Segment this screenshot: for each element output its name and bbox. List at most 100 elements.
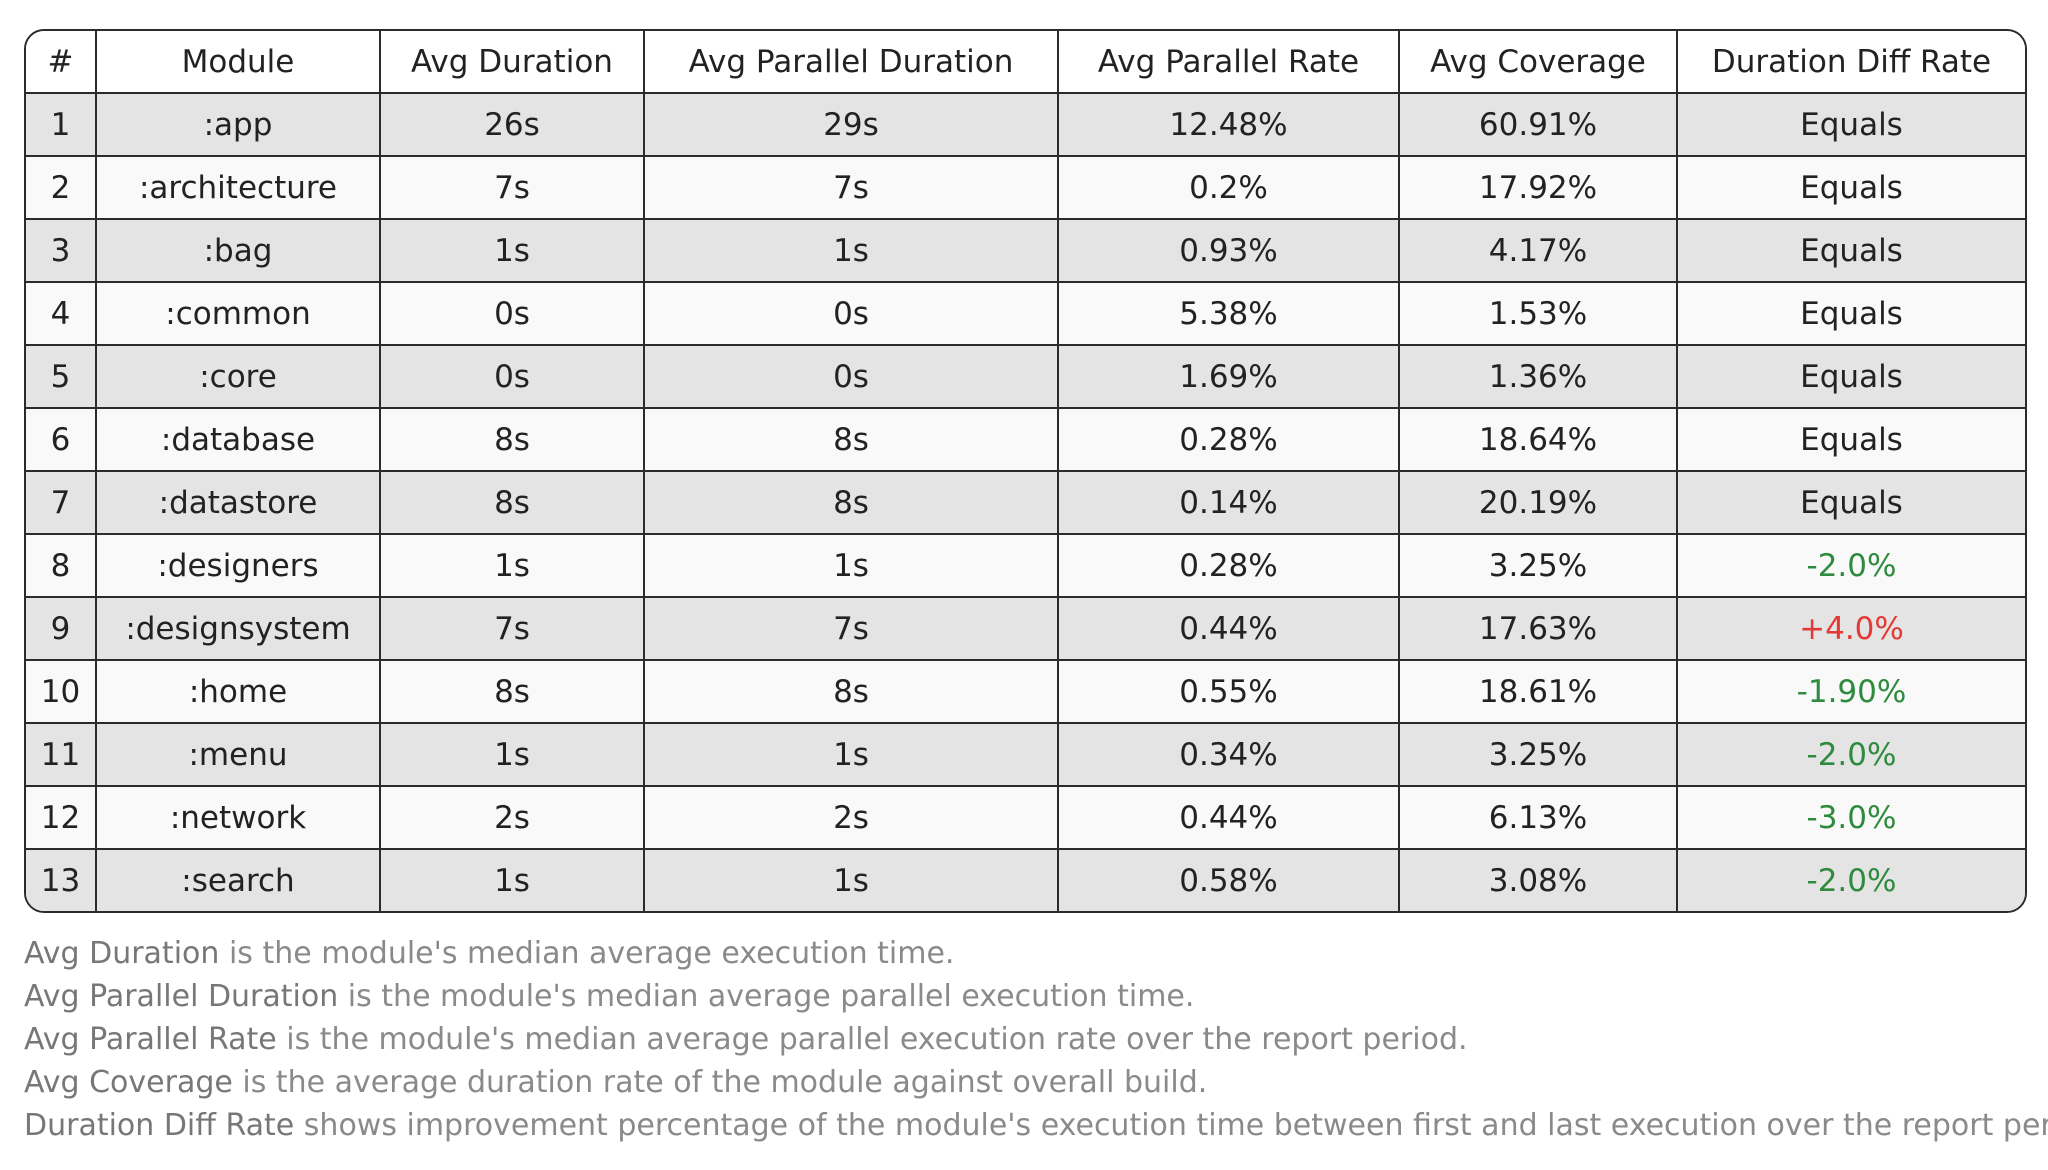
note-term: Avg Parallel Rate <box>24 1022 277 1057</box>
cell-avg-parallel-rate: 0.14% <box>1058 471 1400 535</box>
cell-duration-diff-rate: -2.0% <box>1677 723 2025 787</box>
cell-avg-coverage: 17.92% <box>1399 156 1678 220</box>
note-duration-diff-rate: Duration Diff Rate shows improvement per… <box>24 1104 2048 1147</box>
note-term: Avg Duration <box>24 936 220 971</box>
cell-avg-duration: 8s <box>380 660 645 724</box>
cell-avg-parallel-duration: 1s <box>644 219 1059 283</box>
cell-module: :menu <box>96 723 381 787</box>
table-row: 4:common 0s 0s 5.38% 1.53% Equals <box>26 282 2025 346</box>
note-text: is the average duration rate of the modu… <box>232 1065 1208 1100</box>
cell-avg-duration: 7s <box>380 156 645 220</box>
cell-avg-duration: 26s <box>380 93 645 157</box>
cell-avg-duration: 2s <box>380 786 645 850</box>
header-avg-parallel-rate: Avg Parallel Rate <box>1058 31 1400 94</box>
cell-index: 8 <box>26 534 97 598</box>
cell-avg-coverage: 17.63% <box>1399 597 1678 661</box>
cell-avg-duration: 8s <box>380 471 645 535</box>
table-row: 10:home 8s 8s 0.55% 18.61% -1.90% <box>26 660 2025 724</box>
cell-duration-diff-rate: +4.0% <box>1677 597 2025 661</box>
cell-avg-parallel-duration: 1s <box>644 534 1059 598</box>
cell-avg-parallel-duration: 1s <box>644 849 1059 911</box>
cell-avg-coverage: 18.61% <box>1399 660 1678 724</box>
cell-module: :common <box>96 282 381 346</box>
note-text: is the module's median average execution… <box>219 936 955 971</box>
cell-module: :bag <box>96 219 381 283</box>
cell-module: :designsystem <box>96 597 381 661</box>
cell-index: 6 <box>26 408 97 472</box>
note-avg-parallel-rate: Avg Parallel Rate is the module's median… <box>24 1018 2034 1061</box>
table-row: 9:designsystem 7s 7s 0.44% 17.63% +4.0% <box>26 597 2025 661</box>
cell-avg-parallel-rate: 0.34% <box>1058 723 1400 787</box>
header-duration-diff-rate: Duration Diff Rate <box>1677 31 2025 94</box>
cell-duration-diff-rate: Equals <box>1677 345 2025 409</box>
cell-avg-parallel-duration: 1s <box>644 723 1059 787</box>
cell-index: 7 <box>26 471 97 535</box>
table-row: 2:architecture 7s 7s 0.2% 17.92% Equals <box>26 156 2025 220</box>
table-header-row: # Module Avg Duration Avg Parallel Durat… <box>26 31 2025 94</box>
table-row: 3:bag 1s 1s 0.93% 4.17% Equals <box>26 219 2025 283</box>
cell-duration-diff-rate: -3.0% <box>1677 786 2025 850</box>
module-stats-table: # Module Avg Duration Avg Parallel Durat… <box>26 31 2025 911</box>
cell-module: :network <box>96 786 381 850</box>
cell-avg-parallel-rate: 0.55% <box>1058 660 1400 724</box>
cell-avg-coverage: 6.13% <box>1399 786 1678 850</box>
cell-module: :app <box>96 93 381 157</box>
cell-avg-coverage: 18.64% <box>1399 408 1678 472</box>
cell-avg-duration: 1s <box>380 849 645 911</box>
note-avg-parallel-duration: Avg Parallel Duration is the module's me… <box>24 975 2034 1018</box>
cell-avg-coverage: 1.36% <box>1399 345 1678 409</box>
cell-index: 3 <box>26 219 97 283</box>
cell-avg-coverage: 3.25% <box>1399 534 1678 598</box>
cell-avg-parallel-rate: 0.93% <box>1058 219 1400 283</box>
cell-module: :database <box>96 408 381 472</box>
note-text: is the module's median average parallel … <box>276 1022 1468 1057</box>
cell-avg-parallel-rate: 0.2% <box>1058 156 1400 220</box>
cell-duration-diff-rate: Equals <box>1677 408 2025 472</box>
cell-index: 5 <box>26 345 97 409</box>
table-row: 5:core 0s 0s 1.69% 1.36% Equals <box>26 345 2025 409</box>
cell-avg-parallel-rate: 5.38% <box>1058 282 1400 346</box>
cell-avg-parallel-duration: 7s <box>644 156 1059 220</box>
table-row: 12:network 2s 2s 0.44% 6.13% -3.0% <box>26 786 2025 850</box>
cell-avg-parallel-duration: 29s <box>644 93 1059 157</box>
cell-module: :home <box>96 660 381 724</box>
cell-duration-diff-rate: -2.0% <box>1677 534 2025 598</box>
note-text: shows improvement percentage of the modu… <box>294 1108 2048 1143</box>
cell-duration-diff-rate: Equals <box>1677 471 2025 535</box>
cell-avg-coverage: 1.53% <box>1399 282 1678 346</box>
cell-module: :core <box>96 345 381 409</box>
header-avg-coverage: Avg Coverage <box>1399 31 1678 94</box>
header-module: Module <box>96 31 381 94</box>
cell-avg-parallel-rate: 0.28% <box>1058 534 1400 598</box>
cell-avg-parallel-duration: 8s <box>644 408 1059 472</box>
cell-avg-coverage: 3.08% <box>1399 849 1678 911</box>
note-text: is the module's median average parallel … <box>338 979 1195 1014</box>
cell-index: 2 <box>26 156 97 220</box>
cell-avg-parallel-duration: 0s <box>644 282 1059 346</box>
note-avg-coverage: Avg Coverage is the average duration rat… <box>24 1061 2034 1104</box>
legend-notes: Avg Duration is the module's median aver… <box>24 932 2048 1147</box>
cell-avg-parallel-duration: 7s <box>644 597 1059 661</box>
cell-index: 1 <box>26 93 97 157</box>
cell-avg-duration: 1s <box>380 723 645 787</box>
cell-index: 9 <box>26 597 97 661</box>
note-term: Avg Coverage <box>24 1065 233 1100</box>
cell-module: :designers <box>96 534 381 598</box>
cell-module: :datastore <box>96 471 381 535</box>
cell-avg-parallel-rate: 0.28% <box>1058 408 1400 472</box>
cell-module: :architecture <box>96 156 381 220</box>
note-term: Duration Diff Rate <box>24 1108 295 1143</box>
module-stats-table-container: # Module Avg Duration Avg Parallel Durat… <box>24 29 2027 913</box>
cell-avg-parallel-rate: 0.58% <box>1058 849 1400 911</box>
cell-avg-coverage: 3.25% <box>1399 723 1678 787</box>
cell-avg-parallel-duration: 8s <box>644 471 1059 535</box>
cell-avg-coverage: 60.91% <box>1399 93 1678 157</box>
note-term: Avg Parallel Duration <box>24 979 339 1014</box>
cell-duration-diff-rate: -2.0% <box>1806 862 1897 899</box>
cell-index: 11 <box>26 723 97 787</box>
cell-avg-duration: 1s <box>380 219 645 283</box>
cell-avg-coverage: 4.17% <box>1399 219 1678 283</box>
header-index: # <box>26 31 97 94</box>
table-row: 6:database 8s 8s 0.28% 18.64% Equals <box>26 408 2025 472</box>
cell-avg-duration: 0s <box>380 282 645 346</box>
